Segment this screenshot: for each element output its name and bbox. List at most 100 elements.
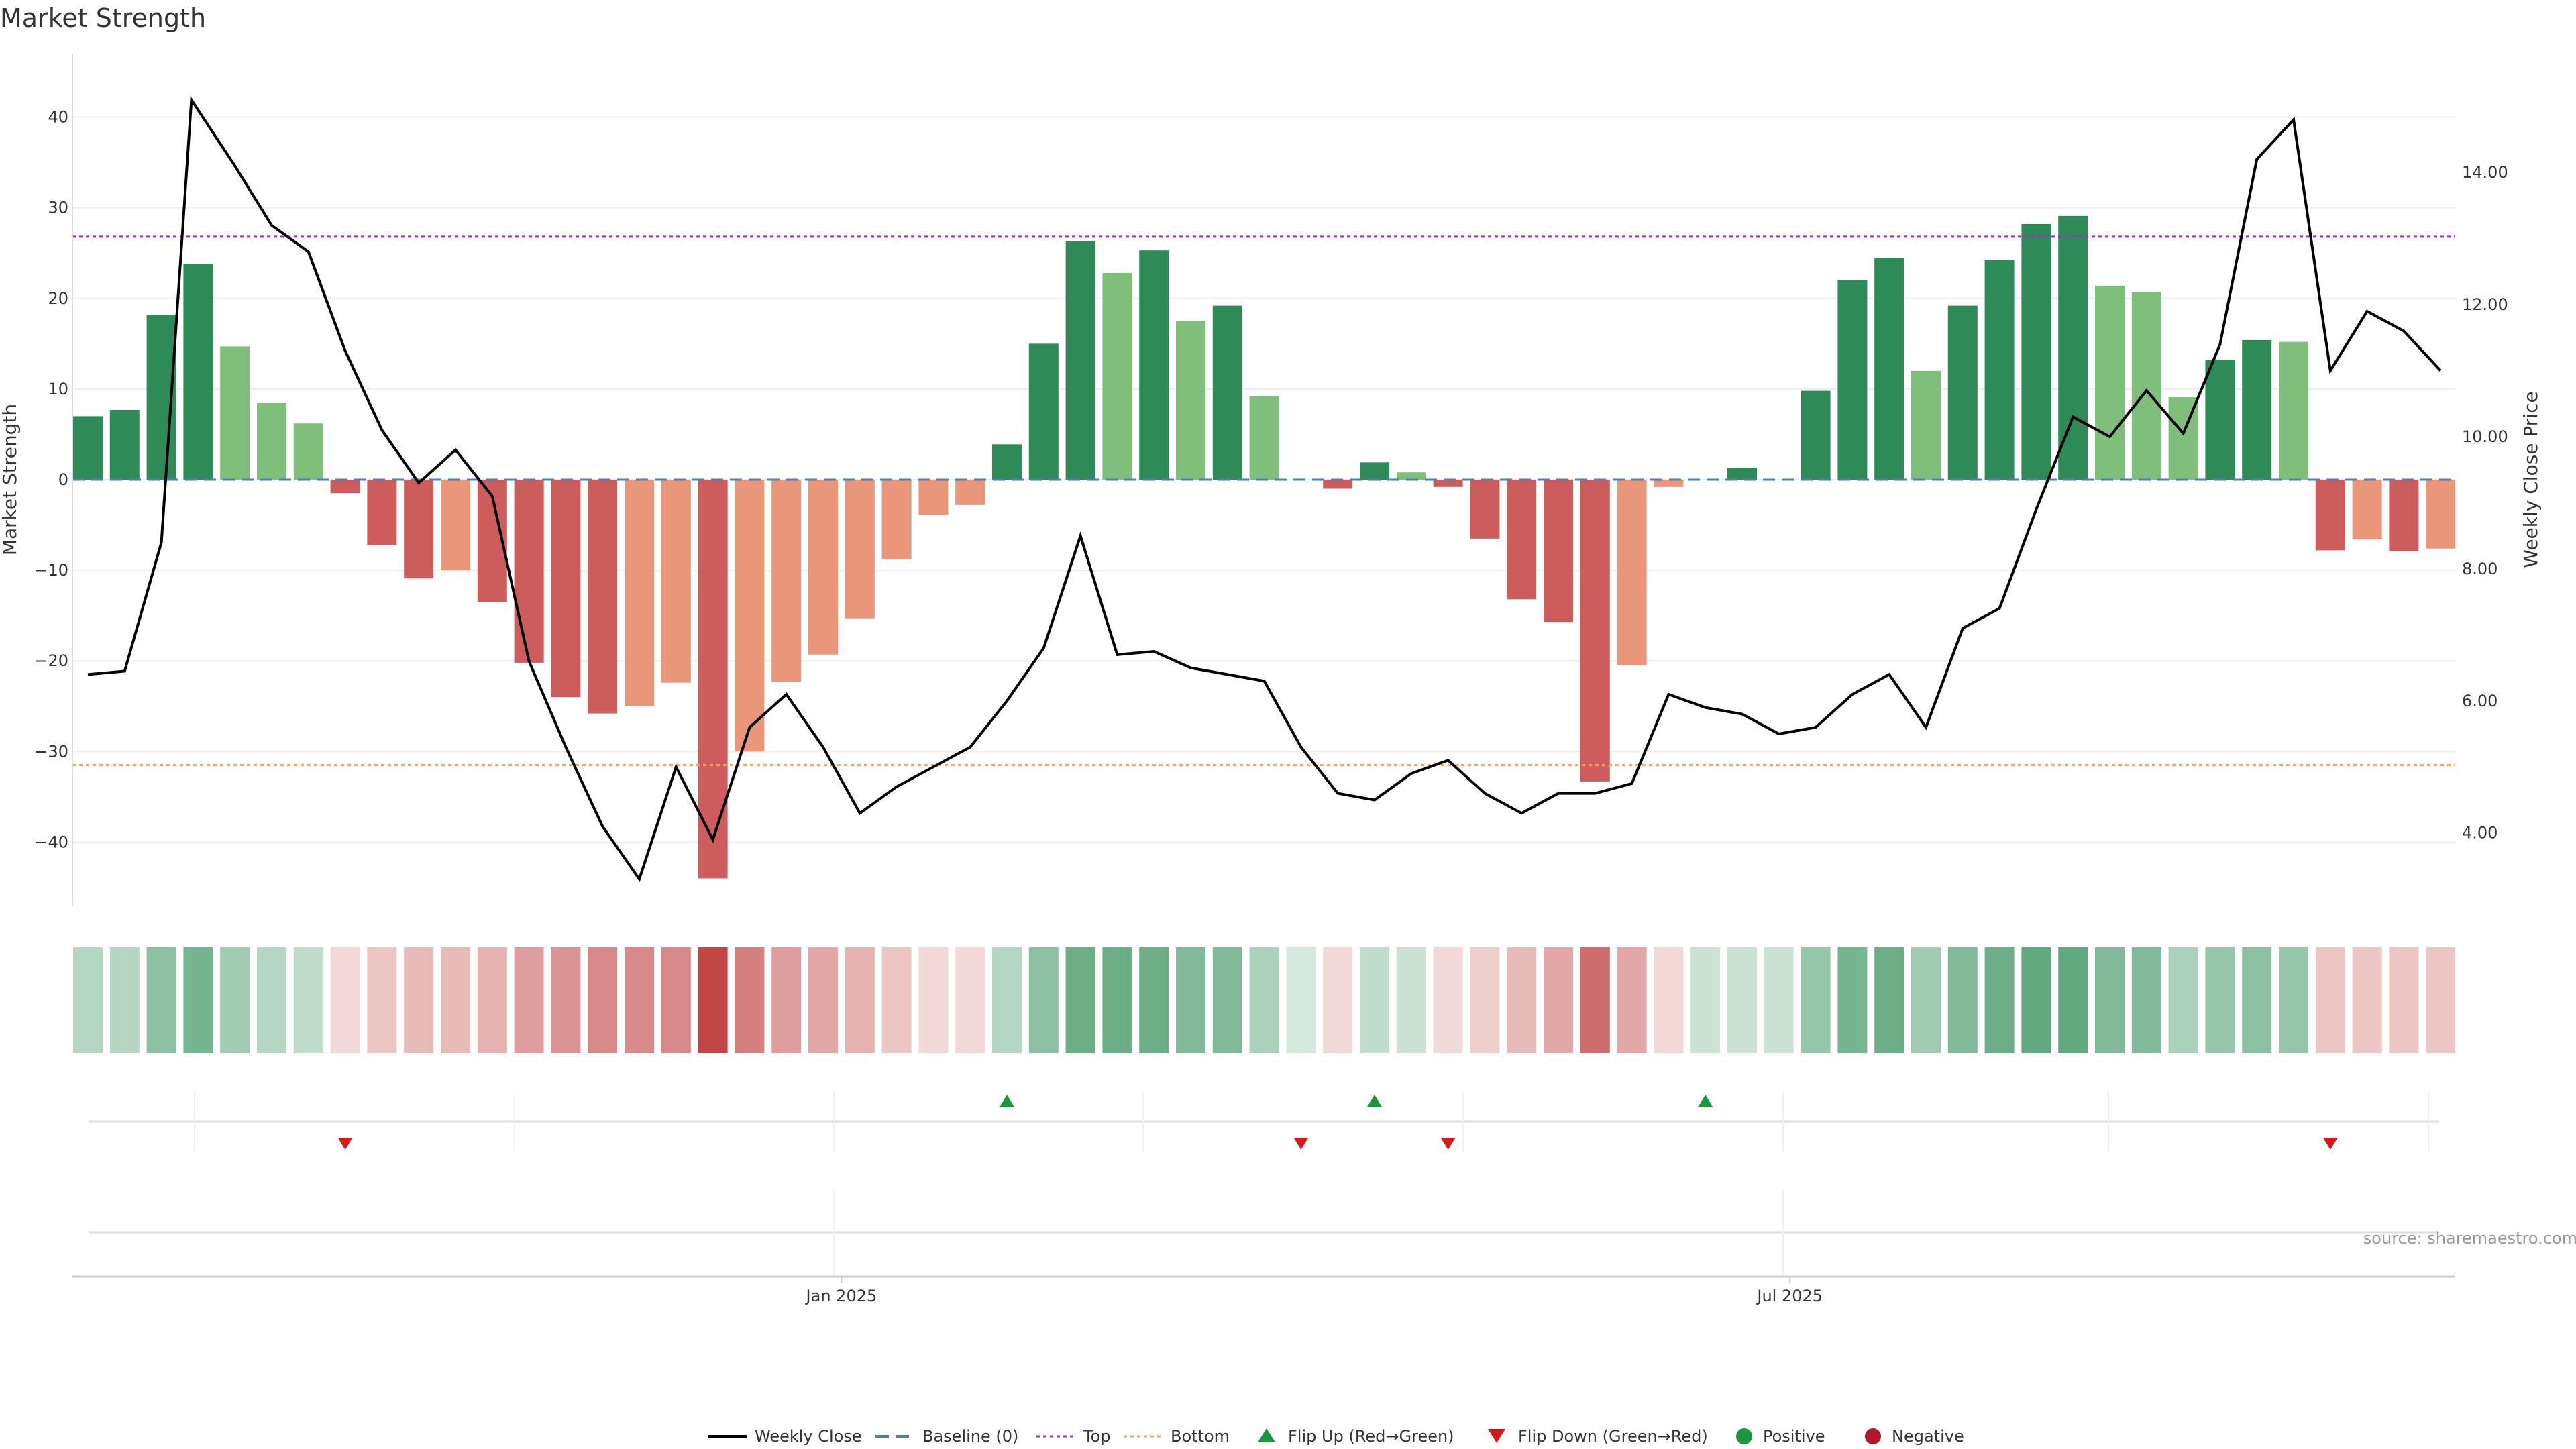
strip-cell bbox=[1507, 947, 1537, 1053]
strength-bar bbox=[2095, 285, 2125, 480]
strength-bar bbox=[1947, 305, 1978, 480]
strength-bar bbox=[220, 346, 250, 480]
strip-cell bbox=[404, 947, 434, 1053]
strip-cell bbox=[1801, 947, 1831, 1053]
flip-markers bbox=[337, 1095, 2338, 1150]
legend-swatch bbox=[1258, 1428, 1275, 1442]
strip-cell bbox=[1764, 947, 1794, 1053]
strength-bar bbox=[441, 480, 470, 571]
strip-cell bbox=[2242, 947, 2272, 1053]
strength-bar bbox=[1249, 396, 1279, 480]
strength-bar bbox=[1580, 480, 1610, 782]
source-label: source: sharemaestro.com bbox=[2363, 1229, 2576, 1248]
strength-bar bbox=[257, 402, 286, 480]
strength-bar bbox=[1396, 472, 1426, 480]
sign-dot-panel bbox=[89, 1191, 2439, 1275]
strip-cell bbox=[735, 947, 765, 1053]
strip-cell bbox=[1139, 947, 1169, 1053]
strip-cell bbox=[625, 947, 654, 1053]
strip-cell bbox=[2315, 947, 2345, 1053]
strip-cell bbox=[293, 947, 323, 1053]
strip-cell bbox=[2205, 947, 2235, 1053]
strip-cell bbox=[1433, 947, 1463, 1053]
strength-bar bbox=[808, 480, 838, 655]
legend-label: Flip Up (Red→Green) bbox=[1288, 1427, 1454, 1446]
strip-cell bbox=[2426, 947, 2456, 1053]
strip-cell bbox=[1249, 947, 1279, 1053]
y2-tick-label: 4.00 bbox=[2462, 824, 2498, 843]
strip-cell bbox=[477, 947, 507, 1053]
strength-bar bbox=[625, 480, 654, 706]
strip-cell bbox=[1360, 947, 1389, 1053]
strip-cell bbox=[1617, 947, 1647, 1053]
strip-cell bbox=[2352, 947, 2382, 1053]
strip-cell bbox=[1028, 947, 1059, 1053]
y-tick-label: 0 bbox=[58, 470, 68, 489]
strip-cell bbox=[109, 947, 140, 1053]
legend-swatch bbox=[1865, 1428, 1881, 1444]
x-tick-label: Jan 2025 bbox=[805, 1287, 877, 1305]
flip-down-marker bbox=[1440, 1138, 1456, 1150]
strip-cell bbox=[1212, 947, 1242, 1053]
strength-bar bbox=[109, 409, 140, 480]
strength-bar bbox=[1837, 280, 1868, 480]
y2-axis-ticks: 14.00 12.00 10.00 8.00 6.00 4.00 bbox=[2462, 163, 2508, 842]
strength-bar bbox=[1911, 370, 1941, 480]
legend-swatch bbox=[1736, 1428, 1752, 1444]
strip-cell bbox=[330, 947, 360, 1053]
flip-up-marker bbox=[1698, 1095, 1713, 1107]
strip-cell bbox=[257, 947, 286, 1053]
strip-cell bbox=[1727, 947, 1757, 1053]
strength-bar bbox=[1323, 480, 1353, 489]
chart-legend: Weekly Close Baseline (0) Top Bottom Flip Up… bbox=[708, 1427, 1964, 1446]
strength-bar bbox=[1544, 480, 1573, 623]
strip-cell bbox=[514, 947, 544, 1053]
strength-bar bbox=[845, 480, 875, 619]
strength-bar bbox=[2389, 480, 2419, 551]
strength-bar bbox=[1507, 480, 1537, 600]
strength-bar bbox=[1654, 480, 1684, 487]
strength-bar bbox=[514, 480, 544, 663]
strip-cell bbox=[1984, 947, 2015, 1053]
strength-bar bbox=[1360, 462, 1389, 480]
legend-label: Weekly Close bbox=[755, 1427, 862, 1446]
y-tick-label: −10 bbox=[34, 561, 68, 580]
y2-tick-label: 6.00 bbox=[2462, 692, 2498, 710]
y-tick-label: 30 bbox=[48, 199, 68, 217]
flip-down-marker bbox=[1293, 1138, 1309, 1150]
strength-bar bbox=[1433, 480, 1463, 487]
strength-bars bbox=[73, 215, 2456, 879]
strength-bar bbox=[2058, 215, 2088, 480]
legend-label: Bottom bbox=[1171, 1427, 1230, 1446]
flip-up-marker bbox=[1367, 1095, 1382, 1107]
strength-bar bbox=[2131, 292, 2161, 480]
y2-axis-label: Weekly Close Price bbox=[2520, 391, 2542, 568]
strip-cell bbox=[183, 947, 213, 1053]
strip-cell bbox=[2279, 947, 2308, 1053]
strip-cell bbox=[661, 947, 691, 1053]
strip-cell bbox=[2389, 947, 2419, 1053]
strip-cell bbox=[441, 947, 470, 1053]
y2-tick-label: 14.00 bbox=[2462, 163, 2508, 182]
strength-bar bbox=[293, 423, 323, 480]
y-tick-label: 20 bbox=[48, 289, 68, 308]
flip-down-marker bbox=[337, 1138, 353, 1150]
strip-cell bbox=[2021, 947, 2051, 1053]
strength-bar bbox=[367, 480, 397, 545]
strength-bar bbox=[918, 480, 949, 515]
strength-heat-strip bbox=[73, 947, 2456, 1053]
y-axis-ticks: 40 30 20 10 0 −10 −20 −30 −40 bbox=[34, 108, 68, 852]
strip-cell bbox=[220, 947, 250, 1053]
strip-cell bbox=[1580, 947, 1610, 1053]
strip-cell bbox=[918, 947, 949, 1053]
strip-cell bbox=[1654, 947, 1684, 1053]
strip-cell bbox=[992, 947, 1022, 1053]
strip-cell bbox=[2095, 947, 2125, 1053]
strength-bar bbox=[2279, 341, 2308, 480]
strip-cell bbox=[808, 947, 838, 1053]
strip-cell bbox=[1947, 947, 1978, 1053]
legend-label: Flip Down (Green→Red) bbox=[1518, 1427, 1708, 1446]
y-tick-label: −40 bbox=[34, 833, 68, 851]
strength-bar bbox=[1984, 260, 2015, 480]
strip-cell bbox=[2168, 947, 2198, 1053]
